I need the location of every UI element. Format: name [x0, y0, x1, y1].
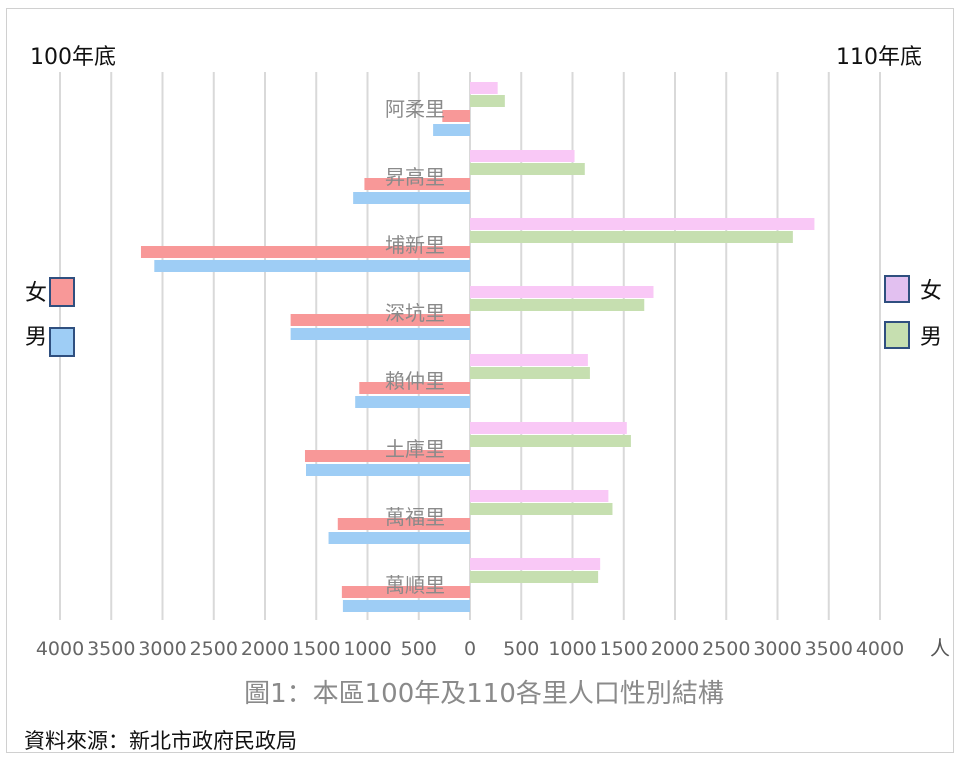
x-tick-label: 2000: [651, 638, 699, 660]
legend-left-swatch-female: [49, 277, 75, 307]
x-tick-label: 2000: [241, 638, 289, 660]
x-tick-label: 4000: [36, 638, 84, 660]
x-tick-label: 3500: [805, 638, 853, 660]
bar-100-male: [355, 396, 470, 408]
legend-right-swatch-male: [884, 321, 910, 349]
bar-110-male: [470, 503, 613, 515]
bar-100-male: [353, 192, 470, 204]
x-tick-label: 3000: [753, 638, 801, 660]
bar-110-male: [470, 95, 505, 107]
legend-right: 女 男: [884, 275, 942, 350]
bar-100-male: [306, 464, 470, 476]
category-label: 阿柔里: [385, 97, 445, 121]
right-title: 110年底: [836, 45, 922, 70]
unit-label: 人: [930, 636, 950, 660]
bars: [140, 82, 815, 612]
bar-100-male: [342, 600, 470, 612]
x-tick-label: 1500: [292, 638, 340, 660]
chart-caption: 圖1：本區100年及110各里人口性別結構: [244, 679, 724, 709]
bar-100-female: [304, 450, 470, 462]
bar-100-male: [328, 532, 470, 544]
bar-110-male: [470, 367, 590, 379]
bar-100-female: [290, 314, 470, 326]
legend-left-swatch-male: [49, 327, 75, 357]
legend-left: 女 男: [25, 277, 75, 357]
bar-110-female: [470, 218, 815, 230]
bar-110-female: [470, 150, 575, 162]
bar-110-female: [470, 490, 609, 502]
left-title: 100年底: [30, 45, 116, 70]
bar-110-female: [470, 558, 601, 570]
bar-100-female: [359, 382, 470, 394]
category-label: 萬順里: [385, 573, 445, 597]
category-label: 土庫里: [385, 437, 445, 461]
category-label: 埔新里: [385, 233, 445, 257]
x-tick-label: 0: [464, 638, 476, 660]
x-tick-labels: 4000 3500 3000 2500 2000 1500 1000 500 0 500 1000 1…: [36, 638, 904, 660]
x-tick-label: 1500: [600, 638, 648, 660]
x-tick-label: 500: [503, 638, 539, 660]
legend-right-label-female: 女: [920, 279, 942, 304]
bar-110-male: [470, 435, 631, 447]
bar-110-female: [470, 286, 654, 298]
bar-100-female: [337, 518, 470, 530]
bar-110-male: [470, 163, 585, 175]
category-label: 深坑里: [385, 301, 445, 325]
bar-100-male: [433, 124, 470, 136]
x-tick-label: 3000: [138, 638, 186, 660]
category-label: 萬福里: [385, 505, 445, 529]
bar-100-female: [364, 178, 470, 190]
bar-110-female: [470, 82, 498, 94]
legend-right-swatch-female: [884, 275, 910, 303]
x-tick-label: 1000: [548, 638, 596, 660]
bar-100-male: [154, 260, 471, 272]
bar-100-male: [290, 328, 470, 340]
x-tick-label: 500: [401, 638, 437, 660]
legend-left-label-female: 女: [25, 281, 47, 306]
bar-110-male: [470, 299, 645, 311]
legend-left-label-male: 男: [25, 325, 47, 350]
bar-100-female: [341, 586, 470, 598]
bar-110-male: [470, 231, 793, 243]
source-note: 資料來源：新北市政府民政局: [24, 729, 297, 753]
bar-100-female: [140, 246, 470, 258]
x-tick-label: 2500: [190, 638, 238, 660]
category-label: 賴仲里: [385, 369, 445, 393]
bar-110-female: [470, 354, 588, 366]
x-tick-label: 1000: [343, 638, 391, 660]
chart-frame: [6, 8, 954, 753]
bar-100-female: [442, 110, 470, 122]
x-tick-label: 2500: [702, 638, 750, 660]
x-tick-label: 4000: [856, 638, 904, 660]
bar-110-male: [470, 571, 599, 583]
legend-right-label-male: 男: [920, 325, 942, 350]
category-label: 昇高里: [385, 165, 445, 189]
bar-110-female: [470, 422, 627, 434]
x-tick-label: 3500: [87, 638, 135, 660]
